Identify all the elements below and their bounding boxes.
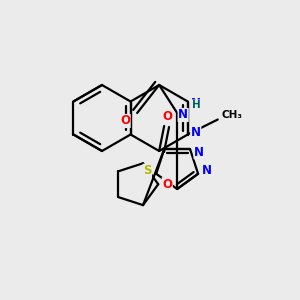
Text: N: N (191, 97, 201, 110)
Text: O: O (162, 178, 172, 191)
Text: H: H (192, 100, 200, 110)
Text: S: S (143, 164, 152, 177)
Text: N: N (202, 164, 212, 177)
Text: O: O (120, 115, 130, 128)
Text: CH₃: CH₃ (221, 110, 242, 119)
Text: N: N (178, 109, 188, 122)
Text: N: N (191, 126, 201, 139)
Text: N: N (194, 146, 204, 159)
Text: O: O (162, 110, 172, 122)
